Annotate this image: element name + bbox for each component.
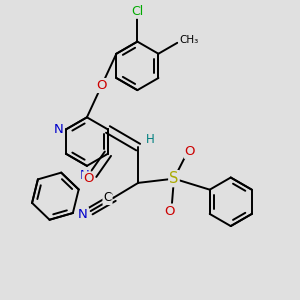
Text: N: N — [53, 123, 63, 136]
Text: C: C — [103, 191, 112, 204]
Text: Cl: Cl — [131, 5, 143, 18]
Text: S: S — [169, 171, 179, 186]
Text: O: O — [96, 79, 107, 92]
Text: N: N — [80, 169, 90, 182]
Text: CH₃: CH₃ — [179, 35, 198, 45]
Text: O: O — [83, 172, 93, 185]
Text: H: H — [146, 133, 154, 146]
Text: N: N — [78, 208, 88, 221]
Text: O: O — [164, 205, 175, 218]
Text: O: O — [185, 145, 195, 158]
